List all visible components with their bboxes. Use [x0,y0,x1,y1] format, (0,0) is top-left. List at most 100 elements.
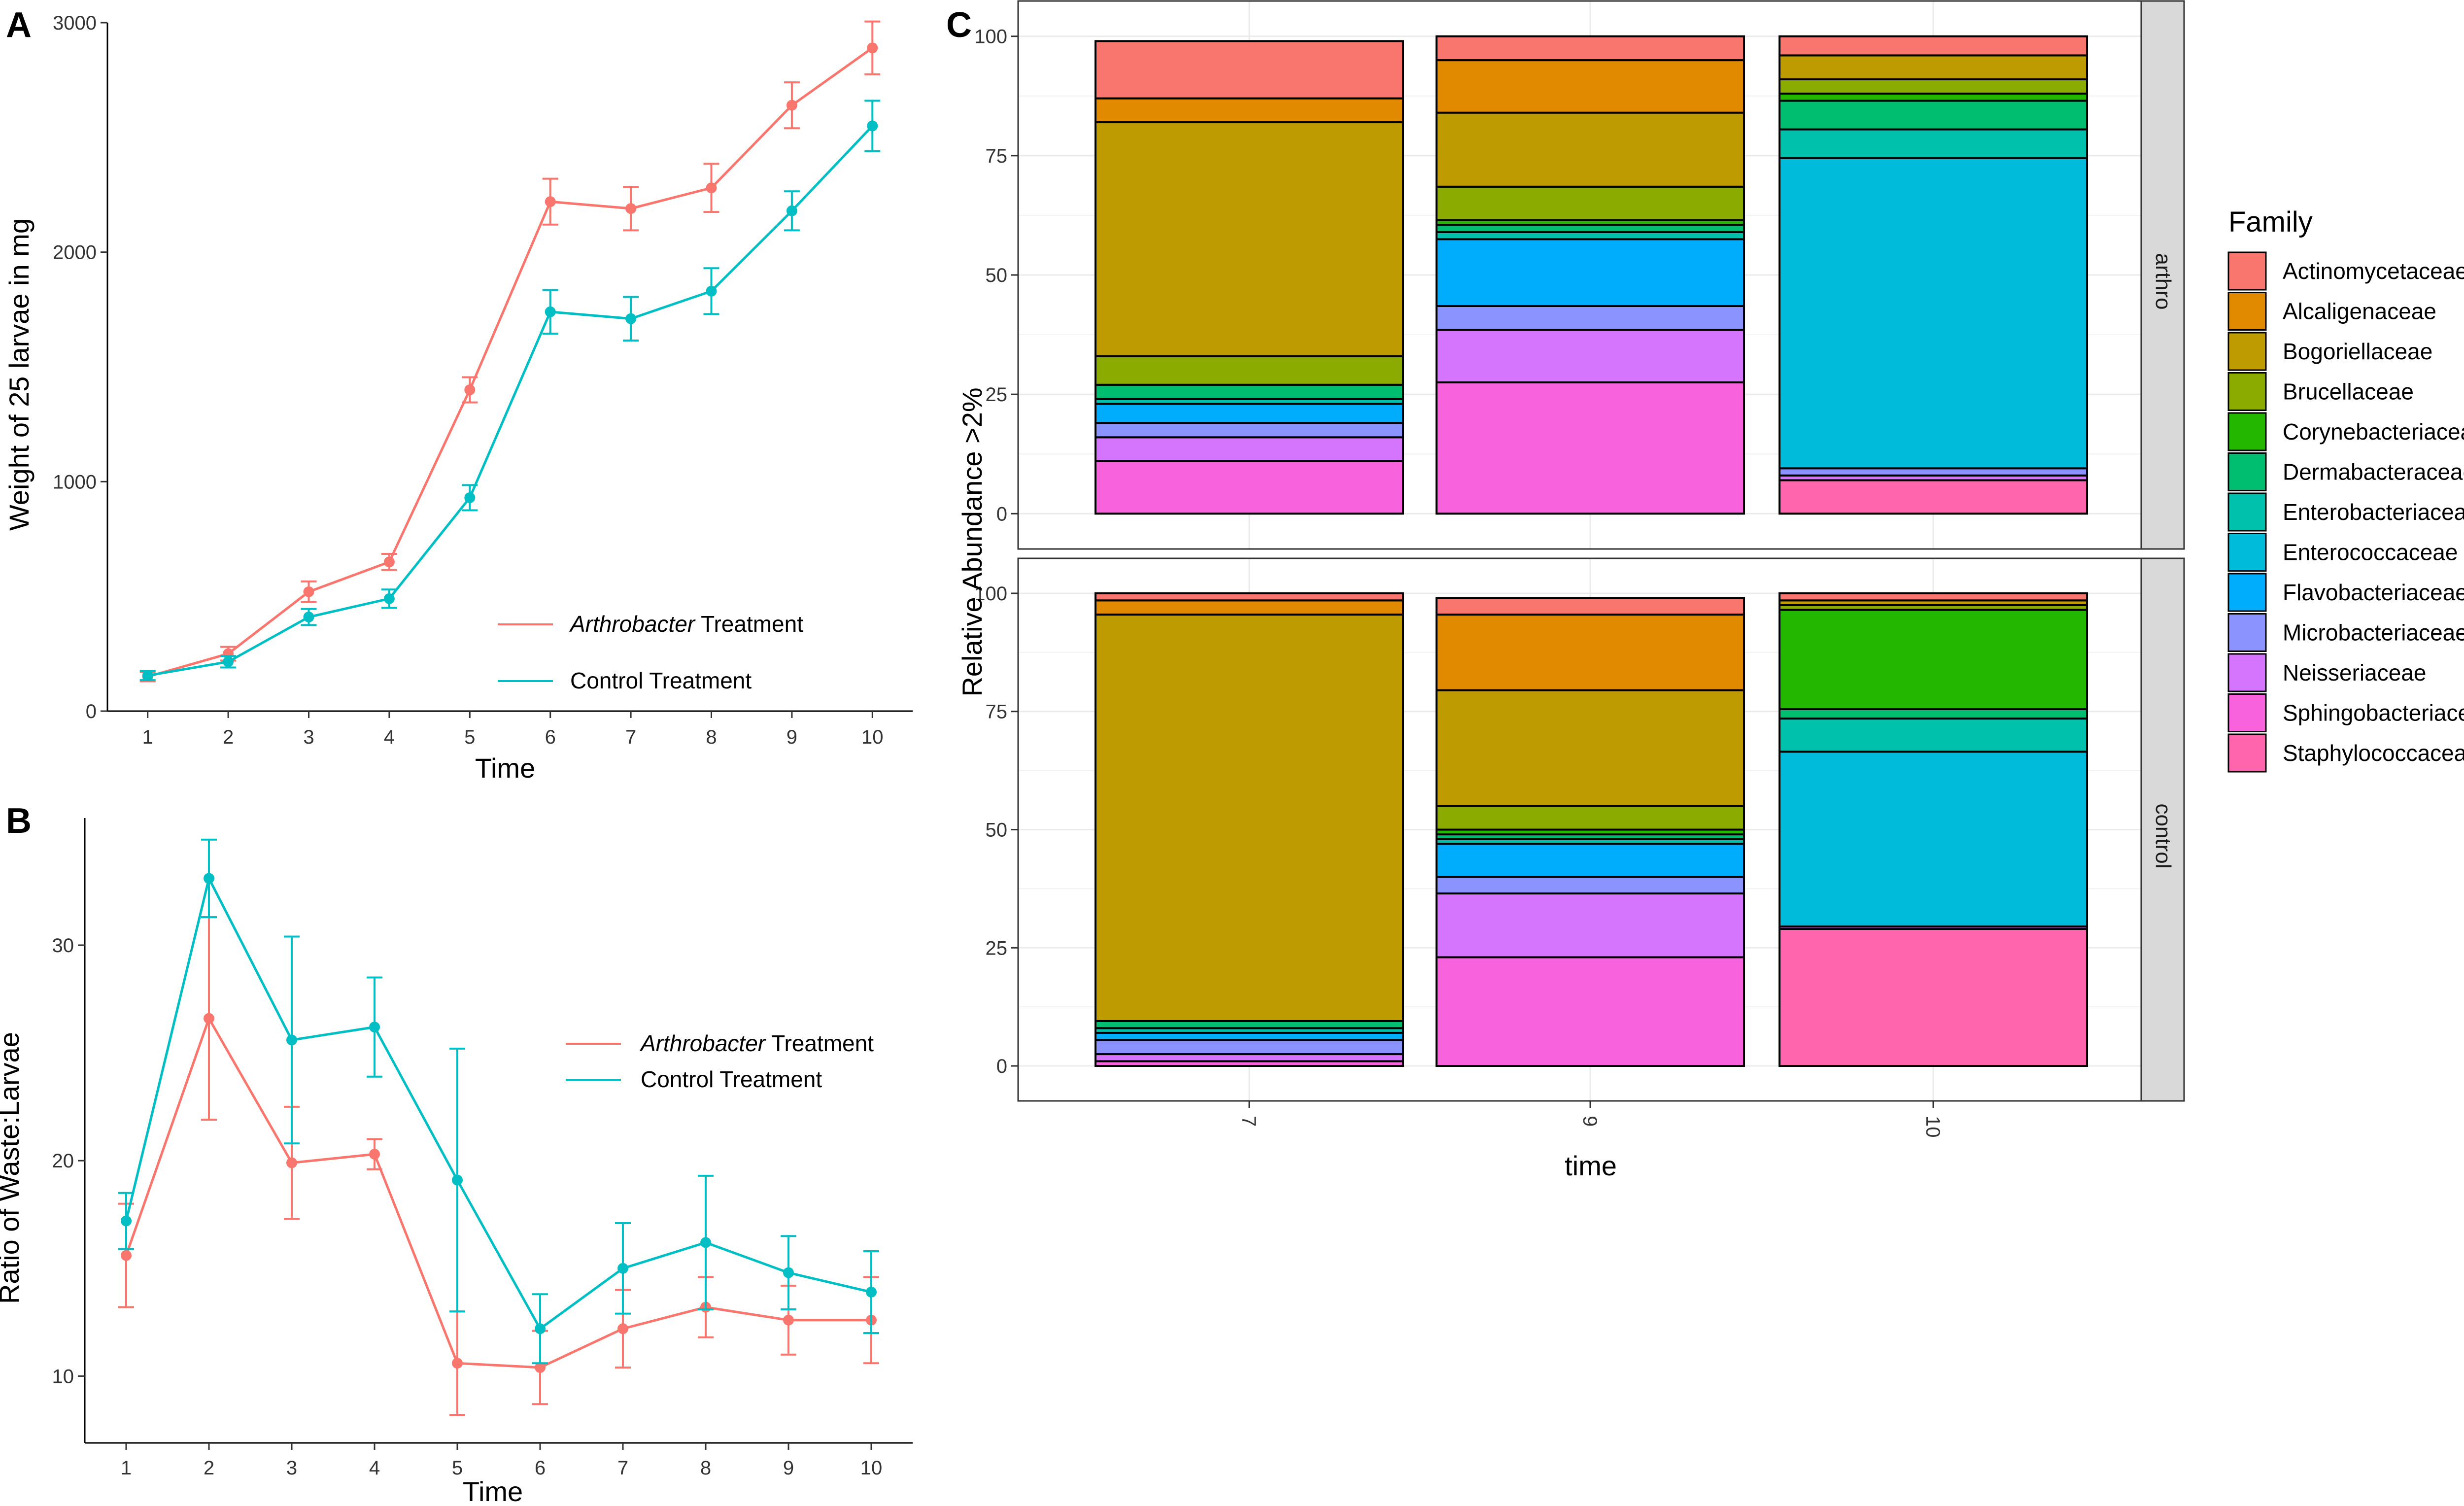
bar-segment-arthro-7-bogoriellaceae [1095,121,1404,357]
panel-a-point-arthrobacter [867,42,878,54]
panel-b-letter: B [6,801,32,841]
bar-segment-arthro-7-alcaligenaceae [1095,97,1404,124]
panel-a-y-tick-label: 2000 [53,242,97,264]
panel-a-point-control [464,492,476,503]
bar-segment-arthro-9-actinomycetaceae [1436,35,1745,62]
bar-segment-arthro-7-brucellaceae [1095,355,1404,386]
panel-a-legend-label-rest: Treatment [695,611,803,637]
facet-strip-label-arthro: arthro [2151,253,2175,310]
panel-a-point-arthrobacter [706,182,717,194]
legend-label-alcaligenaceae: Alcaligenaceae [2283,299,2436,324]
panel-b-point-arthrobacter [369,1149,380,1160]
bar-segment-arthro-10-microbacteriaceae [1779,467,2088,477]
legend-label-bogoriellaceae: Bogoriellaceae [2283,339,2432,364]
panel-a-point-arthrobacter [464,384,476,396]
panel-a-point-control [867,120,878,132]
bar-segment-arthro-9-enterobacteriaceae [1436,231,1745,240]
legend-label-microbacteriaceae: Microbacteriaceae [2283,620,2464,646]
legend-label-flavobacteriaceae: Flavobacteriaceae [2283,580,2464,605]
bar-segment-control-9-flavobacteriaceae [1436,843,1745,878]
bar-segment-control-7-microbacteriaceae [1095,1039,1404,1056]
legend-key-sphingobacteriaceae [2227,693,2267,732]
panel-c-y-tick-label: 25 [986,937,1008,959]
bar-segment-arthro-10-staphylococcaceae [1779,479,2088,515]
panel-a-x-tick-label: 4 [384,726,395,748]
legend-label-corynebacteriaceae: Corynebacteriaceae [2283,419,2464,445]
panel-b-point-arthrobacter [204,1013,214,1024]
panel-b-x-tick-label: 7 [617,1457,628,1479]
panel-b-plot-area: 10 20 30 1 2 3 4 5 6 7 8 9 10 [52,818,913,1479]
panel-a-x-tick-label: 3 [303,726,314,748]
panel-b-x-tick-label: 1 [121,1457,132,1479]
panel-a-point-arthrobacter [625,203,637,214]
panel-a-x-tick-label: 1 [142,726,153,748]
panel-a-point-control [383,593,395,604]
bar-segment-arthro-7-neisseriaceae [1095,436,1404,462]
panel-c-plot-area: 0 25 50 75 100 arthro 0 25 50 75 100 control 7 9 10 [974,0,2185,1138]
panel-b-series-line-control [125,875,872,1331]
panel-b-x-tick-label: 6 [535,1457,546,1479]
bar-segment-arthro-9-brucellaceae [1436,185,1745,221]
panel-a-point-control [223,656,234,667]
panel-b-legend-label-control: Control Treatment [641,1066,822,1092]
panel-a-x-tick-label: 8 [706,726,717,748]
panel-c-x-tick-label: 7 [1238,1116,1260,1127]
bar-segment-control-9-sphingobacteriaceae [1436,956,1745,1067]
legend-key-microbacteriaceae [2227,613,2267,652]
bar-segment-arthro-10-actinomycetaceae [1779,35,2088,57]
bar-segment-arthro-10-brucellaceae [1779,78,2088,95]
panel-c-y-tick-label: 100 [974,26,1007,48]
panel-c-y-tick-label: 75 [986,145,1008,167]
panel-b-x-tick-label: 2 [204,1457,214,1479]
bar-segment-arthro-9-alcaligenaceae [1436,59,1745,114]
legend-label-enterococcaceae: Enterococcaceae [2283,540,2458,565]
panel-b-point-arthrobacter [783,1314,794,1326]
legend-label-actinomycetaceae: Actinomycetaceae [2283,258,2464,284]
legend-label-enterobacteriaceae: Enterobacteriaceae [2283,499,2464,525]
facet-strip-control [2140,557,2185,1102]
panel-b-legend: Arthrobacter Treatment Control Treatment [566,1030,874,1092]
bar-segment-control-7-dermabacteraceae [1095,1020,1404,1029]
bar-segment-arthro-9-sphingobacteriaceae [1436,381,1745,515]
bar-segment-control-9-neisseriaceae [1436,892,1745,958]
panel-c-y-axis-label: Relative Abundance >2% [957,387,988,696]
legend-label-sphingobacteriaceae: Sphingobacteriaceae [2283,700,2464,726]
bar-segment-control-9-alcaligenaceae [1436,614,1745,691]
bar-segment-control-7-flavobacteriaceae [1095,1031,1404,1041]
panel-c-x-tick-label: 10 [1922,1116,1944,1138]
panel-a-x-tick-label: 9 [787,726,797,748]
panel-a-legend-label-italic: Arthrobacter [569,611,696,637]
panel-a-y-tick-label: 3000 [53,12,97,34]
panel-a-point-arthrobacter [383,556,395,568]
facet-strip-arthro [2140,0,2185,550]
panel-a-plot-area: 0 1000 2000 3000 1 2 3 4 5 6 7 8 9 10 [53,12,913,748]
bar-segment-control-7-neisseriaceae [1095,1053,1404,1062]
panel-b-y-axis-label: Ratio of Waste:Larvae [0,1032,25,1304]
bar-segment-arthro-9-dermabacteraceae [1436,224,1745,233]
panel-a-x-tick-label: 10 [861,726,884,748]
bar-segment-control-9-microbacteriaceae [1436,876,1745,894]
bar-segment-arthro-10-bogoriellaceae [1779,54,2088,80]
panel-a-legend-label-arthrobacter: Arthrobacter Treatment [569,611,803,637]
legend-key-enterococcaceae [2227,533,2267,572]
panel-b-x-tick-label: 3 [286,1457,297,1479]
legend-key-flavobacteriaceae [2227,573,2267,612]
panel-b-series-line-arthrobacter [125,1015,871,1369]
panel-c-y-tick-label: 50 [986,265,1008,286]
panel-a-point-arthrobacter [303,586,314,597]
bar-segment-arthro-7-flavobacteriaceae [1095,403,1404,424]
panel-b-x-tick-label: 4 [369,1457,380,1479]
panel-c-y-tick-label: 75 [986,701,1008,723]
legend-key-bogoriellaceae [2227,332,2267,371]
bar-segment-arthro-9-flavobacteriaceae [1436,238,1745,307]
panel-b-point-control [121,1215,132,1227]
panel-b-x-axis-label: Time [463,1476,523,1506]
panel-c-x-tick-label: 9 [1579,1116,1601,1127]
bar-segment-control-7-actinomycetaceae [1095,592,1404,602]
panel-a: A 0 1000 2000 3000 1 2 3 4 5 6 7 8 9 10 Time Weight o… [3,5,913,784]
panel-a-point-arthrobacter [786,100,797,111]
panel-c-legend-title: Family [2228,206,2313,238]
panel-b-point-control [452,1174,463,1186]
bar-segment-arthro-7-sphingobacteriaceae [1095,460,1404,515]
